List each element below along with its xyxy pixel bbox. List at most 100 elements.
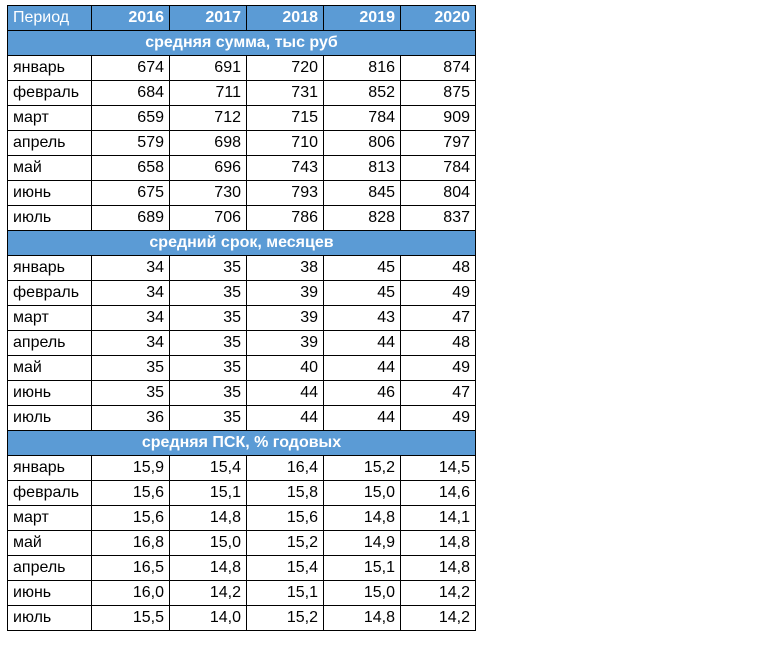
value-cell: 816 <box>323 55 401 81</box>
period-cell: июль <box>7 205 92 231</box>
value-cell: 39 <box>246 330 324 356</box>
value-cell: 797 <box>400 130 476 156</box>
value-cell: 35 <box>169 280 247 306</box>
value-cell: 14,8 <box>323 505 401 531</box>
value-cell: 14,1 <box>400 505 476 531</box>
value-cell: 15,6 <box>246 505 324 531</box>
value-cell: 35 <box>169 355 247 381</box>
section-title: средняя ПСК, % годовых <box>7 430 476 456</box>
value-cell: 852 <box>323 80 401 106</box>
value-cell: 47 <box>400 380 476 406</box>
value-cell: 14,5 <box>400 455 476 481</box>
value-cell: 15,2 <box>323 455 401 481</box>
period-cell: июль <box>7 405 92 431</box>
value-cell: 813 <box>323 155 401 181</box>
value-cell: 14,8 <box>323 605 401 631</box>
value-cell: 15,8 <box>246 480 324 506</box>
table-body: Период 2016 2017 2018 2019 2020 средняя сумма,… <box>7 5 476 631</box>
value-cell: 16,4 <box>246 455 324 481</box>
value-cell: 15,4 <box>246 555 324 581</box>
value-cell: 712 <box>169 105 247 131</box>
value-cell: 39 <box>246 280 324 306</box>
value-cell: 845 <box>323 180 401 206</box>
data-row: апрель 579 698 710 806 797 <box>7 130 476 156</box>
value-cell: 48 <box>400 255 476 281</box>
value-cell: 828 <box>323 205 401 231</box>
period-cell: май <box>7 155 92 181</box>
value-cell: 49 <box>400 280 476 306</box>
value-cell: 38 <box>246 255 324 281</box>
data-row: январь 15,9 15,4 16,4 15,2 14,5 <box>7 455 476 481</box>
period-cell: июнь <box>7 380 92 406</box>
value-cell: 14,8 <box>400 555 476 581</box>
period-cell: февраль <box>7 80 92 106</box>
value-cell: 39 <box>246 305 324 331</box>
value-cell: 35 <box>169 405 247 431</box>
value-cell: 34 <box>91 255 170 281</box>
value-cell: 689 <box>91 205 170 231</box>
value-cell: 34 <box>91 330 170 356</box>
period-cell: июнь <box>7 580 92 606</box>
period-cell: май <box>7 355 92 381</box>
value-cell: 15,0 <box>323 480 401 506</box>
value-cell: 45 <box>323 280 401 306</box>
value-cell: 658 <box>91 155 170 181</box>
value-cell: 14,2 <box>169 580 247 606</box>
value-cell: 46 <box>323 380 401 406</box>
data-row: март 15,6 14,8 15,6 14,8 14,1 <box>7 505 476 531</box>
data-row: апрель 34 35 39 44 48 <box>7 330 476 356</box>
data-row: март 659 712 715 784 909 <box>7 105 476 131</box>
value-cell: 34 <box>91 280 170 306</box>
value-cell: 14,8 <box>169 505 247 531</box>
value-cell: 698 <box>169 130 247 156</box>
period-cell: май <box>7 530 92 556</box>
value-cell: 48 <box>400 330 476 356</box>
value-cell: 35 <box>169 380 247 406</box>
data-row: май 658 696 743 813 784 <box>7 155 476 181</box>
value-cell: 15,1 <box>323 555 401 581</box>
value-cell: 35 <box>169 255 247 281</box>
data-row: апрель 16,5 14,8 15,4 15,1 14,8 <box>7 555 476 581</box>
value-cell: 675 <box>91 180 170 206</box>
value-cell: 14,6 <box>400 480 476 506</box>
value-cell: 731 <box>246 80 324 106</box>
value-cell: 35 <box>169 330 247 356</box>
section-title: средний срок, месяцев <box>7 230 476 256</box>
value-cell: 15,0 <box>169 530 247 556</box>
value-cell: 804 <box>400 180 476 206</box>
header-row: Период 2016 2017 2018 2019 2020 <box>7 5 476 31</box>
value-cell: 44 <box>246 380 324 406</box>
value-cell: 806 <box>323 130 401 156</box>
period-cell: апрель <box>7 330 92 356</box>
period-cell: январь <box>7 55 92 81</box>
value-cell: 35 <box>169 305 247 331</box>
value-cell: 44 <box>246 405 324 431</box>
value-cell: 710 <box>246 130 324 156</box>
data-row: июль 15,5 14,0 15,2 14,8 14,2 <box>7 605 476 631</box>
value-cell: 14,2 <box>400 580 476 606</box>
value-cell: 579 <box>91 130 170 156</box>
value-cell: 743 <box>246 155 324 181</box>
data-table: Период 2016 2017 2018 2019 2020 средняя сумма,… <box>7 5 476 631</box>
header-cell: 2020 <box>400 5 476 31</box>
value-cell: 44 <box>323 355 401 381</box>
value-cell: 874 <box>400 55 476 81</box>
period-cell: февраль <box>7 480 92 506</box>
value-cell: 49 <box>400 405 476 431</box>
data-row: март 34 35 39 43 47 <box>7 305 476 331</box>
value-cell: 715 <box>246 105 324 131</box>
value-cell: 14,2 <box>400 605 476 631</box>
value-cell: 44 <box>323 330 401 356</box>
value-cell: 16,8 <box>91 530 170 556</box>
value-cell: 14,0 <box>169 605 247 631</box>
value-cell: 659 <box>91 105 170 131</box>
value-cell: 15,1 <box>169 480 247 506</box>
value-cell: 875 <box>400 80 476 106</box>
value-cell: 15,0 <box>323 580 401 606</box>
value-cell: 45 <box>323 255 401 281</box>
section-title: средняя сумма, тыс руб <box>7 30 476 56</box>
section-row: средняя сумма, тыс руб <box>7 30 476 56</box>
value-cell: 40 <box>246 355 324 381</box>
value-cell: 674 <box>91 55 170 81</box>
value-cell: 49 <box>400 355 476 381</box>
